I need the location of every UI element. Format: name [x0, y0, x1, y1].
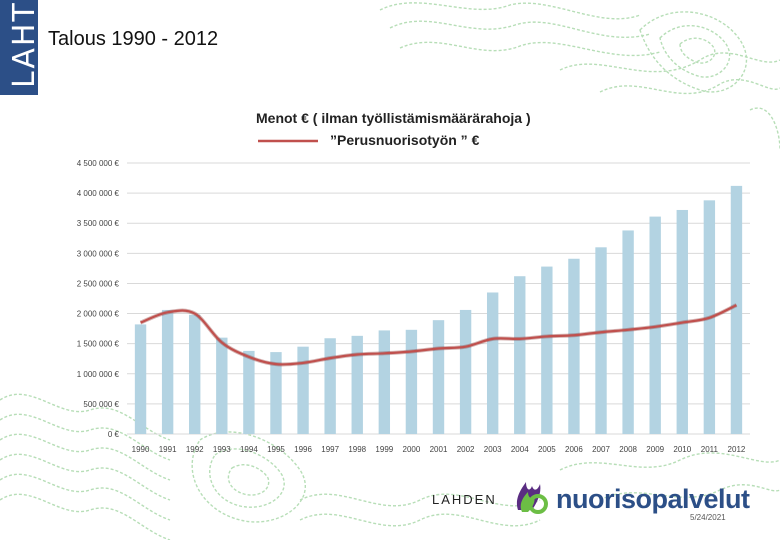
- x-tick-label: 2002: [457, 445, 475, 454]
- x-tick-label: 1997: [321, 445, 339, 454]
- x-tick-label: 2000: [403, 445, 421, 454]
- x-tick-label: 2011: [701, 445, 719, 454]
- bar-1996: [297, 346, 309, 434]
- x-tick-label: 2003: [484, 445, 502, 454]
- x-tick-label: 2010: [673, 445, 691, 454]
- flame-swirl-icon: [516, 482, 548, 514]
- x-axis-ticks: 1990 1991 1992 1993 1994 1995 1996 1997 1998 1999…: [132, 445, 746, 454]
- y-tick-label: 2 500 000 €: [77, 279, 120, 288]
- x-tick-label: 2009: [646, 445, 664, 454]
- y-axis-ticks: 0 € 500 000 € 1 000 000 € 1 500 000 € 2 000 …: [77, 159, 120, 439]
- bar-1999: [378, 330, 391, 434]
- bar-1990: [134, 324, 147, 434]
- bar-2001: [432, 320, 445, 434]
- bar-1993: [216, 337, 228, 434]
- y-tick-label: 3 000 000 €: [77, 249, 120, 258]
- bar-2002: [459, 309, 472, 434]
- x-tick-label: 2005: [538, 445, 556, 454]
- lahti-logo: LAHTI: [0, 0, 42, 95]
- x-tick-label: 2004: [511, 445, 529, 454]
- x-tick-label: 2008: [619, 445, 637, 454]
- bar-2009: [649, 216, 661, 434]
- y-tick-label: 1 500 000 €: [77, 340, 120, 349]
- x-tick-label: 1994: [240, 445, 258, 454]
- x-tick-label: 2007: [592, 445, 610, 454]
- y-tick-label: 4 500 000 €: [77, 159, 120, 168]
- y-tick-label: 1 000 000 €: [77, 370, 120, 379]
- bar-2003: [486, 292, 499, 434]
- x-tick-label: 2006: [565, 445, 583, 454]
- y-tick-label: 4 000 000 €: [77, 189, 120, 198]
- brand-name: nuorisopalvelut: [556, 484, 750, 514]
- bar-2006: [568, 258, 580, 434]
- bar-2007: [595, 247, 607, 434]
- x-tick-label: 1995: [267, 445, 285, 454]
- x-tick-label: 1998: [348, 445, 366, 454]
- chart-title: Menot € ( ilman työllistämismäärärahoja …: [256, 110, 531, 126]
- bar-1991: [161, 309, 174, 434]
- line-series: [140, 304, 737, 366]
- bar-2008: [622, 230, 634, 434]
- y-tick-label: 500 000 €: [83, 400, 119, 409]
- y-tick-label: 0 €: [108, 430, 120, 439]
- slide-title: Talous 1990 - 2012: [48, 28, 219, 50]
- y-tick-label: 2 000 000 €: [77, 310, 120, 319]
- bar-1998: [351, 335, 363, 434]
- bar-2000: [405, 329, 418, 434]
- bar-1995: [270, 352, 282, 434]
- bar-2004: [514, 276, 526, 434]
- y-tick-label: 3 500 000 €: [77, 219, 120, 228]
- legend-label: ”Perusnuorisotyön ” €: [330, 132, 480, 148]
- x-tick-label: 2001: [430, 445, 448, 454]
- x-tick-label: 1990: [132, 445, 150, 454]
- x-tick-label: 1993: [213, 445, 231, 454]
- bar-1997: [324, 338, 336, 434]
- x-tick-label: 1996: [294, 445, 312, 454]
- x-tick-label: 1992: [186, 445, 204, 454]
- x-tick-label: 1991: [159, 445, 177, 454]
- bar-1992: [189, 314, 201, 434]
- brand-logo: LAHDEN nuorisopalvelut: [432, 478, 762, 518]
- bar-1994: [243, 350, 255, 434]
- slide-date: 5/24/2021: [690, 513, 726, 522]
- x-tick-label: 1999: [375, 445, 393, 454]
- bar-2012: [730, 185, 743, 434]
- bar-2005: [541, 266, 553, 434]
- brand-prefix: LAHDEN: [432, 492, 497, 507]
- x-tick-label: 2012: [728, 445, 746, 454]
